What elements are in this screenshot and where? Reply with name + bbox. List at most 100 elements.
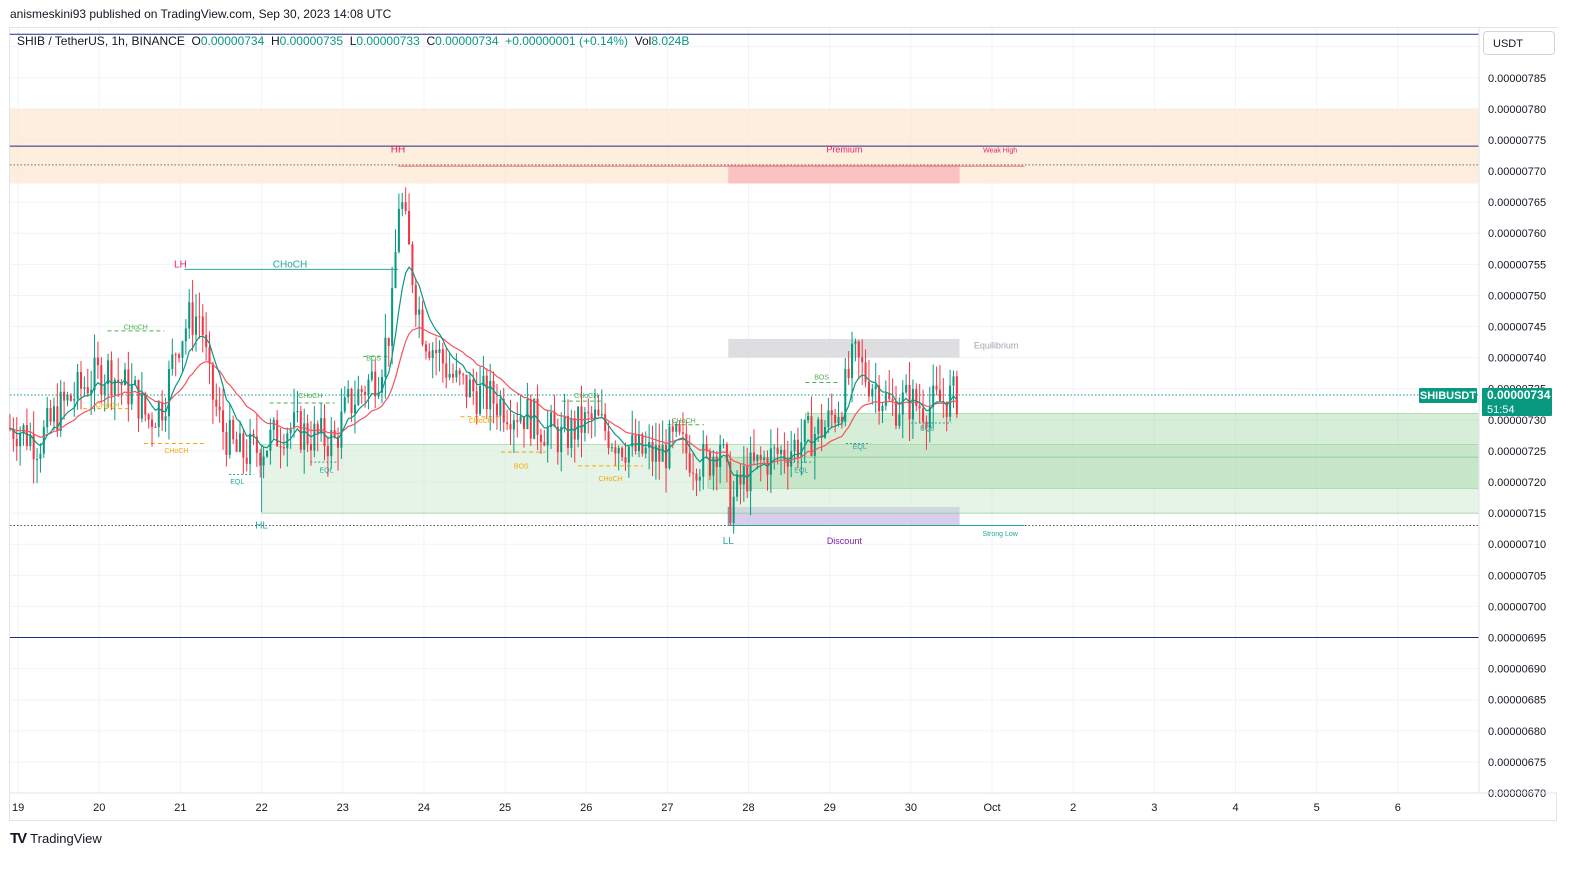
- candle-body[interactable]: [685, 433, 688, 454]
- candle-body[interactable]: [303, 423, 306, 450]
- candle-body[interactable]: [438, 349, 441, 354]
- candle-body[interactable]: [675, 424, 678, 432]
- candle-body[interactable]: [722, 444, 725, 446]
- candle-body[interactable]: [820, 419, 823, 438]
- candle-body[interactable]: [293, 412, 296, 429]
- candle-body[interactable]: [269, 429, 272, 451]
- candle-body[interactable]: [63, 391, 66, 401]
- candle-body[interactable]: [604, 414, 607, 432]
- candle-body[interactable]: [658, 445, 661, 462]
- currency-button[interactable]: USDT: [1483, 31, 1555, 55]
- candle-body[interactable]: [353, 404, 356, 414]
- candle-body[interactable]: [468, 379, 471, 398]
- candle-body[interactable]: [594, 409, 597, 419]
- candle-body[interactable]: [262, 456, 265, 466]
- candle-body[interactable]: [597, 409, 600, 416]
- candle-body[interactable]: [932, 385, 935, 408]
- candle-body[interactable]: [810, 416, 813, 456]
- candle-body[interactable]: [455, 370, 458, 378]
- candle-body[interactable]: [232, 419, 235, 440]
- candle-body[interactable]: [225, 431, 228, 455]
- candle-body[interactable]: [340, 411, 343, 448]
- candle-body[interactable]: [550, 412, 553, 428]
- candle-body[interactable]: [421, 309, 424, 345]
- candle-body[interactable]: [435, 350, 438, 354]
- candle-body[interactable]: [485, 375, 488, 410]
- candle-body[interactable]: [215, 399, 218, 407]
- candle-body[interactable]: [482, 375, 485, 386]
- candle-body[interactable]: [888, 393, 891, 400]
- candle-body[interactable]: [380, 376, 383, 393]
- candle-body[interactable]: [408, 210, 411, 245]
- candle-body[interactable]: [661, 444, 664, 462]
- candle-body[interactable]: [32, 434, 35, 460]
- candle-body[interactable]: [472, 379, 475, 392]
- candle-body[interactable]: [894, 401, 898, 426]
- candle-body[interactable]: [414, 284, 417, 315]
- candle-body[interactable]: [205, 334, 208, 348]
- candle-body[interactable]: [499, 398, 502, 416]
- candle-body[interactable]: [83, 387, 86, 389]
- candle-body[interactable]: [712, 456, 715, 476]
- candle-body[interactable]: [36, 458, 39, 460]
- symbol-title[interactable]: SHIB / TetherUS, 1h, BINANCE: [17, 34, 185, 48]
- candle-body[interactable]: [749, 452, 752, 492]
- candle-body[interactable]: [519, 416, 522, 422]
- candle-body[interactable]: [66, 395, 69, 401]
- candle-body[interactable]: [773, 447, 776, 449]
- candle-body[interactable]: [634, 434, 637, 452]
- candle-body[interactable]: [898, 414, 901, 426]
- candle-body[interactable]: [96, 357, 99, 366]
- candle-body[interactable]: [242, 433, 245, 458]
- candle-body[interactable]: [360, 389, 363, 392]
- candle-body[interactable]: [861, 357, 864, 363]
- candle-body[interactable]: [147, 414, 150, 420]
- candle-body[interactable]: [583, 412, 586, 433]
- candle-body[interactable]: [543, 442, 546, 446]
- candle-body[interactable]: [394, 251, 397, 288]
- candle-body[interactable]: [600, 414, 603, 416]
- candle-body[interactable]: [144, 392, 147, 415]
- candle-body[interactable]: [736, 474, 739, 497]
- candle-body[interactable]: [641, 434, 644, 454]
- candle-body[interactable]: [786, 460, 789, 467]
- candle-body[interactable]: [171, 354, 174, 370]
- candle-body[interactable]: [891, 399, 894, 402]
- candle-body[interactable]: [830, 410, 833, 415]
- candle-body[interactable]: [56, 406, 59, 431]
- candle-body[interactable]: [451, 373, 455, 378]
- candle-body[interactable]: [763, 457, 766, 460]
- candle-body[interactable]: [732, 496, 735, 524]
- candle-body[interactable]: [252, 433, 255, 437]
- candle-body[interactable]: [296, 411, 299, 413]
- candle-body[interactable]: [80, 372, 83, 389]
- candle-body[interactable]: [462, 374, 465, 376]
- candle-body[interactable]: [123, 369, 126, 386]
- candle-body[interactable]: [316, 423, 319, 434]
- candle-body[interactable]: [276, 419, 279, 447]
- candle-body[interactable]: [813, 433, 816, 456]
- candle-body[interactable]: [164, 416, 167, 421]
- candle-body[interactable]: [384, 337, 387, 377]
- candle-body[interactable]: [117, 379, 120, 383]
- candle-body[interactable]: [756, 454, 759, 461]
- candle-body[interactable]: [817, 419, 820, 434]
- candle-body[interactable]: [218, 406, 221, 411]
- candle-body[interactable]: [692, 472, 695, 474]
- candle-body[interactable]: [370, 371, 373, 380]
- candle-body[interactable]: [333, 430, 336, 437]
- candle-body[interactable]: [222, 410, 225, 432]
- candle-body[interactable]: [289, 428, 292, 434]
- candle-body[interactable]: [502, 398, 505, 423]
- candle-body[interactable]: [695, 473, 698, 481]
- candle-body[interactable]: [357, 389, 360, 405]
- candle-body[interactable]: [174, 354, 177, 356]
- candle-body[interactable]: [922, 408, 925, 422]
- candle-body[interactable]: [86, 387, 89, 394]
- candle-body[interactable]: [211, 363, 214, 400]
- candle-body[interactable]: [867, 381, 870, 397]
- candle-body[interactable]: [458, 370, 461, 375]
- candle-body[interactable]: [201, 316, 204, 335]
- candle-body[interactable]: [178, 354, 181, 358]
- candle-body[interactable]: [387, 337, 390, 346]
